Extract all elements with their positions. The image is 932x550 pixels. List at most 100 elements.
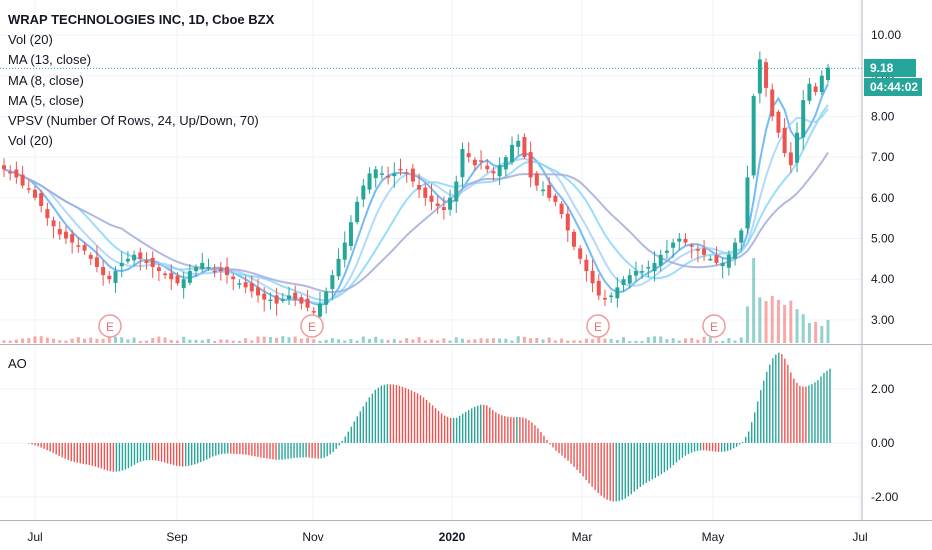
time-tick-label: 2020 <box>439 530 466 544</box>
candle-body <box>472 159 477 166</box>
candle-body <box>274 295 279 304</box>
candle-body <box>782 127 787 154</box>
volume-bar <box>460 338 464 343</box>
volume-bar <box>281 336 285 343</box>
legend-vol[interactable]: Vol (20) <box>8 32 53 48</box>
volume-bar <box>473 339 477 343</box>
candle-body <box>249 283 254 292</box>
candle-body <box>88 254 93 259</box>
candle-body <box>181 279 186 289</box>
volume-bar <box>776 299 780 343</box>
ma-line <box>3 108 829 305</box>
volume-bar <box>770 296 774 343</box>
volume-bar <box>330 338 334 343</box>
candle-body <box>392 173 397 177</box>
bar-countdown-tag: 04:44:02 <box>864 78 922 97</box>
volume-bar <box>442 338 446 343</box>
candle-body <box>57 229 62 235</box>
candle-body <box>119 262 124 267</box>
volume-bar <box>237 340 241 343</box>
price-candles <box>2 51 830 324</box>
legend-vol2[interactable]: Vol (20) <box>8 133 53 149</box>
volume-bar <box>820 325 824 343</box>
volume-bar <box>615 339 619 343</box>
candle-body <box>206 266 211 269</box>
legend-ma13[interactable]: MA (13, close) <box>8 52 92 68</box>
volume-bar <box>27 338 31 343</box>
volume-bar <box>560 338 564 343</box>
last-price-tag: 9.18 <box>864 59 916 78</box>
candle-body <box>348 222 353 246</box>
volume-bar <box>448 340 452 343</box>
volume-bar <box>677 340 681 343</box>
volume-bar <box>306 337 310 343</box>
volume-bar <box>733 340 737 343</box>
candle-body <box>615 287 620 299</box>
candle-body <box>423 187 428 198</box>
candle-body <box>553 195 558 202</box>
volume-bar <box>107 337 111 343</box>
candle-body <box>807 83 812 101</box>
candle-body <box>324 291 329 305</box>
ao-pane-title[interactable]: AO <box>8 356 27 371</box>
candle-body <box>528 152 533 178</box>
candle-body <box>138 252 143 259</box>
candle-body <box>770 89 775 117</box>
candle-body <box>144 260 149 263</box>
candle-body <box>541 189 546 192</box>
candle-body <box>45 209 50 219</box>
volume-bar <box>603 338 607 343</box>
candle-body <box>689 245 694 247</box>
legend-vpsv[interactable]: VPSV (Number Of Rows, 24, Up/Down, 70) <box>8 113 259 129</box>
legend-ma8[interactable]: MA (8, close) <box>8 72 84 88</box>
candle-body <box>101 267 106 276</box>
volume-bar <box>826 319 830 343</box>
candle-body <box>417 184 422 190</box>
legend-ma5[interactable]: MA (5, close) <box>8 92 84 108</box>
volume-bar <box>405 338 409 343</box>
volume-bar <box>622 337 626 343</box>
earnings-marker-label: E <box>710 320 718 334</box>
candle-body <box>404 172 409 174</box>
candle-body <box>14 169 19 178</box>
volume-bar <box>690 337 694 343</box>
chart-legend: WRAP TECHNOLOGIES INC, 1D, Cboe BZX Vol … <box>8 10 274 151</box>
time-tick-label: Jul <box>27 530 42 544</box>
earnings-marker-label: E <box>308 320 316 334</box>
ao-axis-labels[interactable]: 2.00 0.00 -2.00 <box>871 382 899 504</box>
candle-body <box>379 173 384 175</box>
candle-body <box>435 203 440 206</box>
price-tick-label: 6.00 <box>871 191 895 205</box>
candle-body <box>26 188 31 190</box>
price-tick-label: 4.00 <box>871 272 895 286</box>
ao-tick-label: 0.00 <box>871 436 895 450</box>
candle-body <box>299 297 304 304</box>
time-tick-label: Jul <box>852 530 867 544</box>
candle-body <box>652 262 657 272</box>
symbol-title[interactable]: WRAP TECHNOLOGIES INC, 1D, Cboe BZX <box>8 12 275 27</box>
candle-body <box>175 275 180 284</box>
candle-body <box>20 174 25 186</box>
candle-body <box>788 152 793 166</box>
volume-bar <box>39 336 43 343</box>
candle-body <box>609 295 614 297</box>
volume-bar <box>714 340 718 343</box>
volume-bar <box>21 338 25 343</box>
candle-body <box>163 273 168 276</box>
volume-bar <box>225 339 229 343</box>
volume-bar <box>213 340 217 343</box>
candle-body <box>262 293 267 300</box>
time-axis-labels[interactable]: Jul Sep Nov 2020 Mar May Jul <box>27 530 867 544</box>
volume-bar <box>318 340 322 343</box>
volume-bar <box>727 337 731 343</box>
volume-bar <box>522 336 526 343</box>
candle-body <box>633 271 638 276</box>
volume-bar <box>200 340 204 343</box>
volume-bar <box>640 340 644 343</box>
candle-body <box>237 283 242 285</box>
candle-body <box>429 195 434 202</box>
volume-bar <box>504 338 508 343</box>
